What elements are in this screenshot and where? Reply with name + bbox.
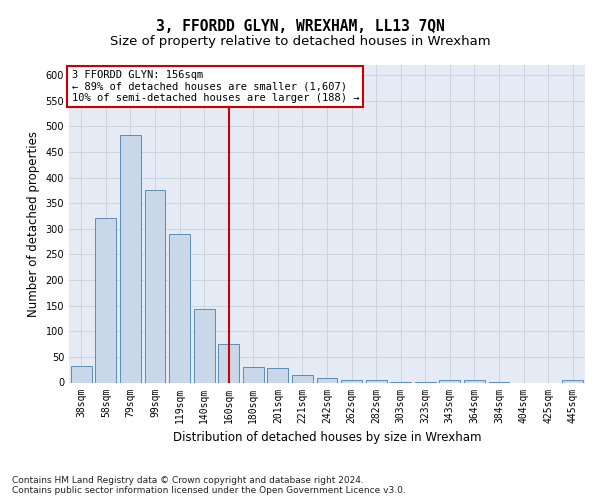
Bar [71, 366, 92, 382]
Bar [562, 380, 583, 382]
Text: Size of property relative to detached houses in Wrexham: Size of property relative to detached ho… [110, 35, 490, 48]
Bar [218, 344, 239, 383]
Bar [145, 190, 166, 382]
Text: 3, FFORDD GLYN, WREXHAM, LL13 7QN: 3, FFORDD GLYN, WREXHAM, LL13 7QN [155, 19, 445, 34]
Y-axis label: Number of detached properties: Number of detached properties [27, 130, 40, 317]
Bar [464, 380, 485, 382]
X-axis label: Distribution of detached houses by size in Wrexham: Distribution of detached houses by size … [173, 431, 481, 444]
Bar [365, 380, 386, 382]
Bar [341, 380, 362, 382]
Bar [169, 234, 190, 382]
Bar [194, 309, 215, 382]
Bar [120, 135, 141, 382]
Text: Contains HM Land Registry data © Crown copyright and database right 2024.
Contai: Contains HM Land Registry data © Crown c… [12, 476, 406, 495]
Bar [292, 375, 313, 382]
Bar [243, 366, 264, 382]
Text: 3 FFORDD GLYN: 156sqm
← 89% of detached houses are smaller (1,607)
10% of semi-d: 3 FFORDD GLYN: 156sqm ← 89% of detached … [71, 70, 359, 103]
Bar [317, 378, 337, 382]
Bar [268, 368, 289, 382]
Bar [439, 380, 460, 382]
Bar [95, 218, 116, 382]
